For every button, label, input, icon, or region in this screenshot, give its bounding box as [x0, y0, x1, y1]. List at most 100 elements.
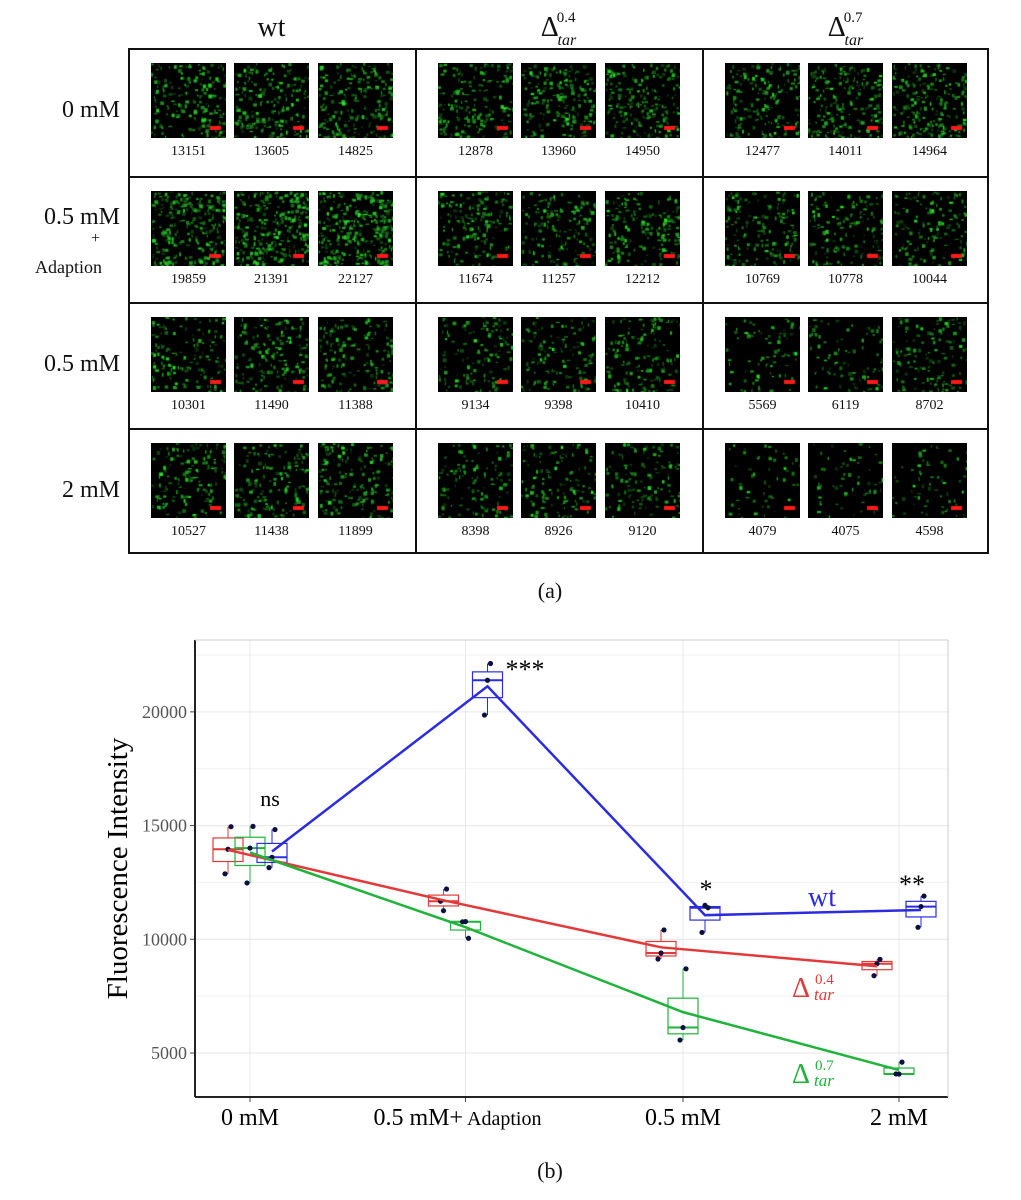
- micrograph-image: [234, 191, 309, 266]
- series-label: wt: [808, 882, 836, 913]
- y-tick-label: 10000: [142, 929, 187, 949]
- intensity-value: 10527: [171, 524, 206, 539]
- series-label-base: wt: [808, 882, 836, 913]
- column-header: wt: [128, 12, 415, 44]
- micrograph-image: [892, 191, 967, 266]
- micrograph-image: [725, 317, 800, 392]
- grid-divider: [415, 50, 417, 552]
- data-point: [921, 893, 927, 899]
- x-tick-label: 0.5 mM: [645, 1105, 721, 1131]
- intensity-value: 21391: [254, 272, 289, 287]
- intensity-value: 8926: [544, 524, 573, 539]
- box-plot: [449, 918, 482, 941]
- column-header-label: wt: [257, 12, 286, 43]
- series-label: Δ 0.4 tar: [792, 972, 834, 1004]
- intensity-value: 13151: [171, 144, 206, 159]
- box-plot: [471, 660, 504, 718]
- data-point: [250, 823, 256, 829]
- intensity-value: 11388: [338, 398, 373, 413]
- intensity-value: 4598: [915, 524, 944, 539]
- intensity-value: 12212: [625, 272, 660, 287]
- micrograph-image: [892, 443, 967, 518]
- data-point: [247, 845, 253, 851]
- grid-divider: [702, 50, 704, 552]
- row-label: 2 mM: [61, 477, 120, 503]
- data-point: [680, 1024, 686, 1031]
- micrograph-image: [892, 63, 967, 138]
- micrograph-image: [318, 63, 393, 138]
- box: [471, 671, 504, 699]
- data-point: [915, 924, 921, 930]
- intensity-value: 4075: [831, 524, 860, 539]
- x-tick-label: 0.5 mM+ Adaption: [374, 1105, 542, 1131]
- intensity-value: 11674: [458, 272, 493, 287]
- series-label-superscript: 0.7: [815, 1058, 834, 1074]
- series-label-base: Δ: [792, 1059, 810, 1090]
- intensity-value: 14950: [625, 144, 660, 159]
- data-point: [440, 908, 447, 914]
- grid-divider: [130, 428, 987, 430]
- delta-symbol: Δ0.7 tar: [828, 10, 863, 49]
- micrograph-grid: [128, 48, 989, 554]
- significance-annotation: ns: [260, 786, 280, 811]
- panel-a-label: (a): [537, 578, 563, 603]
- grid-divider: [130, 302, 987, 304]
- data-point: [655, 956, 661, 962]
- intensity-value: 12878: [458, 144, 493, 159]
- micrograph-image: [808, 443, 883, 518]
- row-label: 0 mM: [61, 97, 120, 123]
- data-point: [877, 956, 883, 962]
- micrograph-image: [892, 317, 967, 392]
- data-point: [896, 1071, 902, 1077]
- series-label-subscript: tar: [814, 1071, 834, 1090]
- micrograph-image: [151, 191, 226, 266]
- intensity-value: 11490: [254, 398, 289, 413]
- intensity-value: 14011: [828, 144, 863, 159]
- micrograph-image: [318, 443, 393, 518]
- data-point: [481, 712, 488, 718]
- y-tick-label: 5000: [151, 1043, 187, 1063]
- column-header: Δ0.4 tar: [415, 10, 702, 49]
- intensity-value: 10044: [912, 272, 947, 287]
- micrograph-image: [438, 317, 513, 392]
- significance-annotation: **: [899, 870, 925, 899]
- micrograph-image: [151, 63, 226, 138]
- significance-annotation: ***: [506, 655, 545, 684]
- series-label: Δ 0.7 tar: [792, 1058, 834, 1090]
- data-point: [705, 905, 711, 911]
- micrograph-image: [234, 63, 309, 138]
- micrograph-image: [808, 191, 883, 266]
- box-plot: [689, 902, 721, 936]
- x-tick-label-suffix: Adaption: [467, 1108, 541, 1130]
- mean-line: [227, 848, 878, 968]
- data-point: [661, 927, 667, 933]
- intensity-value: 11438: [254, 524, 289, 539]
- intensity-value: 11899: [338, 524, 373, 539]
- intensity-value: 22127: [338, 272, 373, 287]
- micrograph-image: [605, 63, 680, 138]
- micrograph-image: [521, 63, 596, 138]
- intensity-value: 4079: [748, 524, 777, 539]
- mean-line: [271, 684, 922, 917]
- micrograph-image: [234, 317, 309, 392]
- data-point: [222, 871, 228, 877]
- intensity-value: 11257: [541, 272, 576, 287]
- delta-base: Δ: [540, 12, 559, 43]
- data-point: [677, 1037, 683, 1043]
- intensity-value: 12477: [745, 144, 780, 159]
- micrograph-image: [151, 443, 226, 518]
- micrograph-image: [318, 191, 393, 266]
- micrograph-image: [725, 191, 800, 266]
- intensity-value: 9120: [628, 524, 657, 539]
- micrograph-image: [605, 317, 680, 392]
- delta-symbol: Δ0.4 tar: [540, 10, 576, 49]
- data-point: [871, 973, 877, 979]
- data-point: [462, 918, 469, 925]
- x-tick-label: 2 mM: [870, 1105, 928, 1131]
- intensity-value: 10410: [625, 398, 660, 413]
- data-point: [658, 950, 664, 956]
- data-point: [699, 929, 705, 936]
- x-tick-label-main: 0 mM: [221, 1105, 279, 1131]
- intensity-value: 14825: [338, 144, 373, 159]
